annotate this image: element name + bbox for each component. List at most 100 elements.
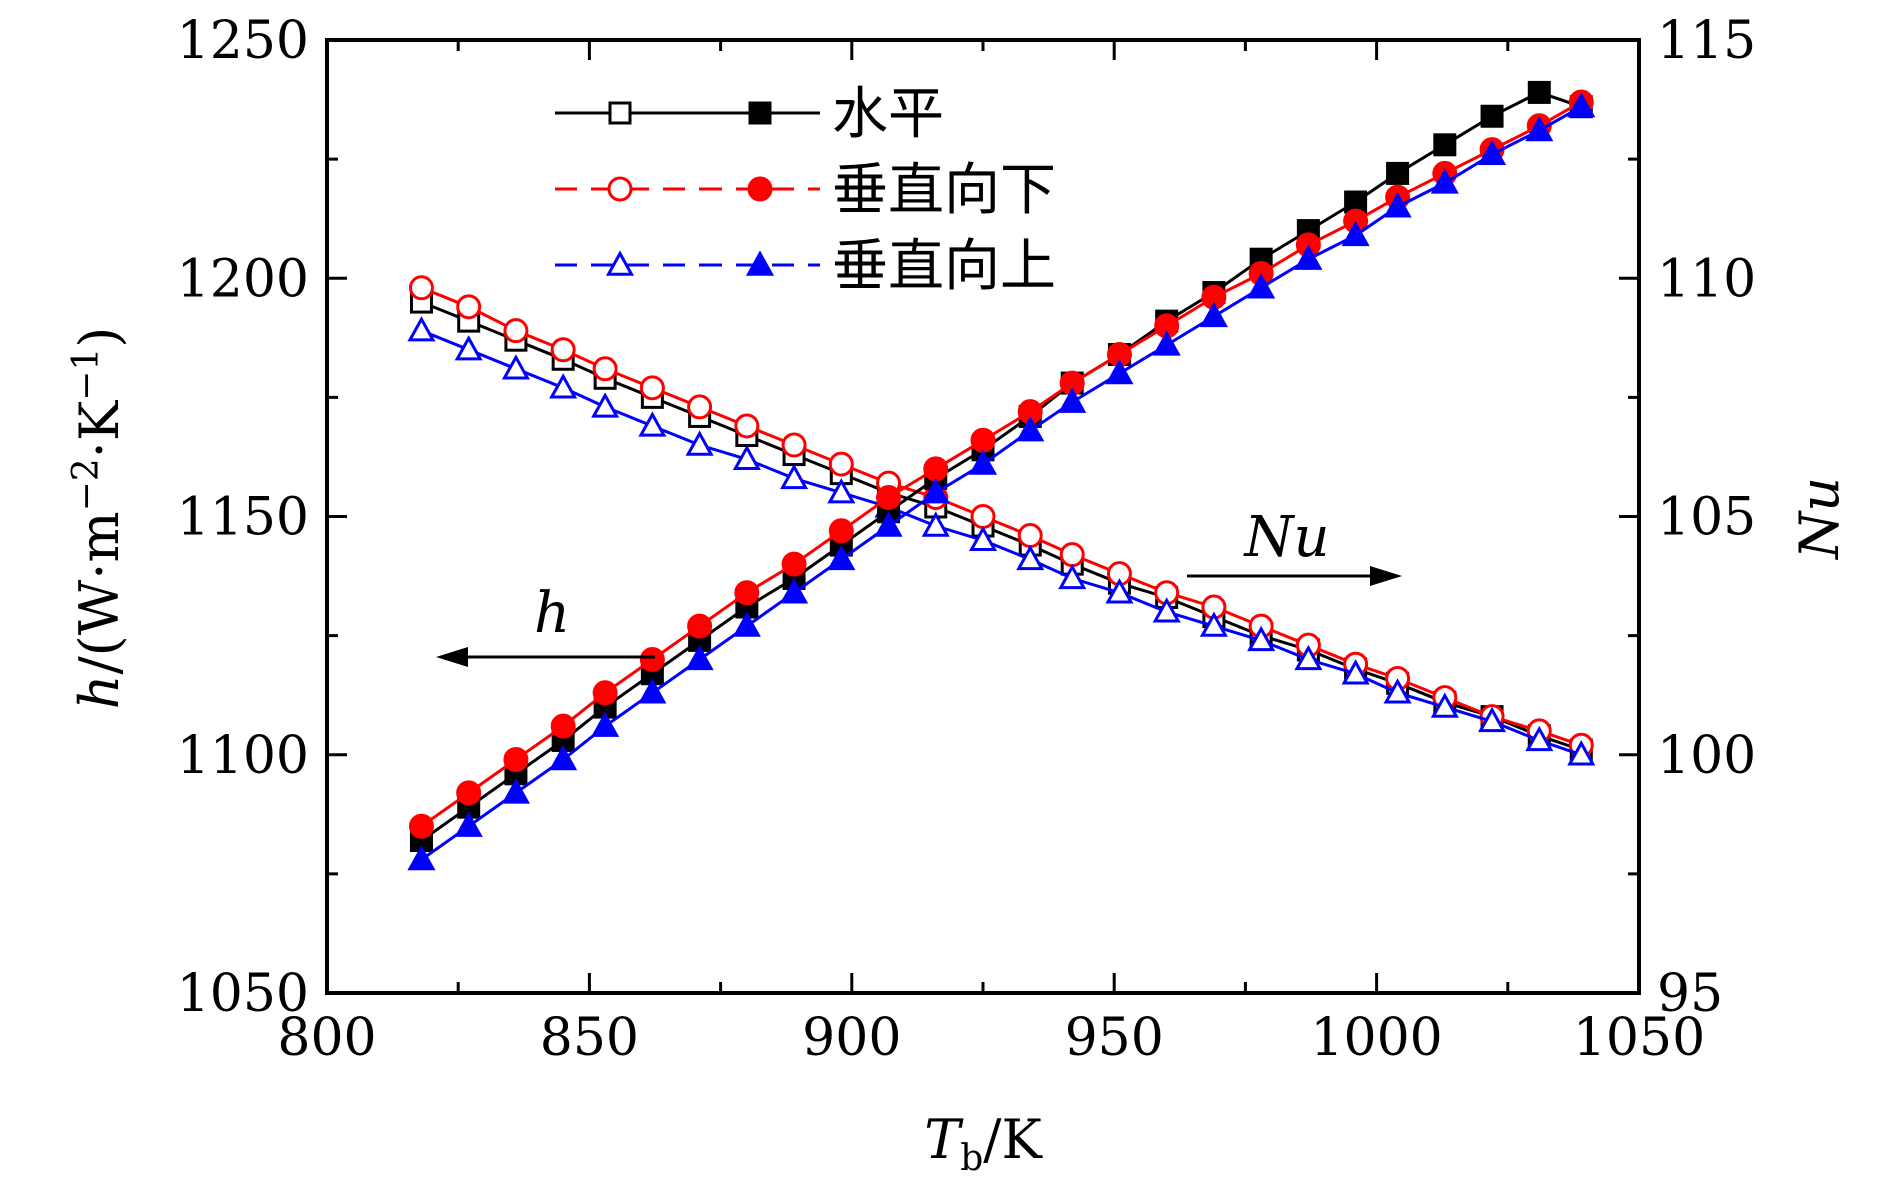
- data-point-nu-triangle-filled: [1341, 220, 1370, 247]
- data-point-h-circle-open: [550, 337, 576, 363]
- data-point-h-triangle-open: [1430, 692, 1459, 718]
- legend-marker-filled: [745, 250, 775, 276]
- y-left-label-pre: /(W·m: [68, 511, 131, 674]
- legend-marker-open: [608, 101, 632, 125]
- data-point-h-circle-open: [734, 413, 760, 439]
- data-point-nu-circle-filled: [687, 613, 713, 639]
- x-tick-label: 1050: [1573, 1008, 1705, 1068]
- data-point-nu-square-filled: [1433, 133, 1457, 157]
- series-nu-triangle-filled: [407, 92, 1596, 871]
- h-annotation-label: h: [534, 581, 570, 646]
- y-right-tick-label: 95: [1657, 964, 1723, 1024]
- legend-marker-filled: [747, 176, 773, 202]
- y-left-tick-label: 1250: [177, 11, 309, 71]
- data-point-nu-triangle-filled: [732, 611, 761, 637]
- y-left-label-mid: ·K: [68, 399, 131, 458]
- data-point-nu-triangle-filled: [454, 811, 483, 837]
- data-point-h-triangle-open: [1058, 563, 1087, 590]
- data-point-h-circle-open: [970, 504, 996, 529]
- data-point-nu-triangle-filled: [1058, 387, 1087, 413]
- x-tick-label: 900: [802, 1008, 901, 1068]
- data-point-h-circle-open: [1017, 523, 1043, 549]
- data-point-nu-triangle-filled: [591, 711, 620, 737]
- legend-marker-filled: [748, 101, 772, 125]
- legend-entry: 水平: [555, 82, 944, 147]
- y-left-tick-label: 1200: [177, 249, 309, 309]
- data-point-h-triangle-open: [780, 463, 809, 490]
- y-right-tick-label: 110: [1657, 249, 1756, 309]
- data-point-nu-circle-filled: [550, 713, 576, 739]
- legend-label: 水平: [832, 82, 944, 147]
- data-point-nu-triangle-filled: [1247, 273, 1276, 299]
- x-tick-label: 800: [277, 1008, 376, 1068]
- y-axis-left-label: h/(W·m−2·K−1): [66, 327, 131, 710]
- data-point-h-triangle-open: [1016, 544, 1045, 571]
- data-point-nu-triangle-filled: [407, 844, 436, 871]
- x-tick-label: 850: [540, 1008, 639, 1068]
- y-right-tick-label: 100: [1657, 726, 1756, 786]
- y-left-tick-label: 1050: [177, 964, 309, 1024]
- data-point-h-circle-open: [592, 356, 618, 382]
- data-point-nu-triangle-filled: [1478, 139, 1507, 166]
- x-tick-label: 950: [1065, 1008, 1164, 1068]
- data-point-nu-circle-filled: [734, 580, 760, 606]
- data-point-h-circle-open: [1059, 542, 1085, 568]
- data-point-h-triangle-open: [549, 373, 578, 399]
- legend-entry: 垂直向上: [555, 234, 1056, 299]
- data-point-nu-triangle-filled: [638, 678, 667, 704]
- legend-label: 垂直向上: [832, 234, 1056, 299]
- data-point-nu-circle-filled: [781, 551, 807, 577]
- data-point-h-triangle-open: [1567, 740, 1596, 766]
- data-point-nu-triangle-filled: [827, 544, 856, 571]
- x-axis-label: Tb/K: [924, 1108, 1043, 1179]
- data-point-h-triangle-open: [501, 354, 530, 380]
- data-point-h-triangle-open: [638, 411, 667, 437]
- data-point-nu-triangle-filled: [968, 449, 998, 475]
- data-point-h-triangle-open: [1383, 678, 1412, 704]
- data-point-nu-triangle-filled: [1430, 168, 1459, 194]
- data-point-nu-circle-filled: [503, 747, 529, 773]
- data-point-nu-circle-filled: [970, 427, 996, 453]
- data-point-nu-square-filled: [1527, 80, 1551, 104]
- y-left-tick-label: 1100: [177, 726, 309, 786]
- y-left-tick-label: 1150: [177, 488, 309, 548]
- y-left-label-post: ): [68, 327, 131, 348]
- legend-label: 垂直向下: [832, 158, 1056, 223]
- y-left-label-exp1: −2: [66, 458, 107, 511]
- axis-ticks: [325, 38, 1641, 995]
- series-h-circle-open: [408, 275, 1594, 758]
- data-point-nu-triangle-filled: [1567, 92, 1596, 118]
- legend-marker-open: [605, 250, 635, 276]
- x-axis-label-main: T: [924, 1108, 964, 1171]
- data-point-nu-triangle-filled: [921, 478, 950, 504]
- y-right-tick-label: 105: [1657, 488, 1756, 548]
- h-arrow-head: [436, 647, 468, 667]
- data-point-nu-triangle-filled: [1383, 192, 1412, 218]
- nu-annotation-label: Nu: [1242, 505, 1329, 570]
- data-point-h-triangle-open: [827, 478, 856, 504]
- data-point-nu-triangle-filled: [1105, 358, 1134, 385]
- data-point-h-triangle-open: [1105, 578, 1134, 604]
- data-point-h-triangle-open: [1341, 659, 1370, 685]
- data-point-nu-circle-filled: [876, 484, 902, 510]
- series-layer: [407, 80, 1596, 871]
- data-point-h-triangle-open: [1199, 611, 1228, 637]
- y-left-label-exp2: −1: [66, 348, 107, 401]
- data-point-nu-triangle-filled: [1294, 244, 1323, 270]
- data-point-h-triangle-open: [921, 511, 950, 537]
- data-point-h-triangle-open: [591, 392, 620, 418]
- y-axis-right-label: Nu: [1788, 477, 1851, 561]
- data-point-nu-circle-filled: [456, 780, 482, 806]
- series-h-triangle-open: [407, 316, 1596, 766]
- nu-arrow-head: [1370, 566, 1402, 586]
- data-point-h-triangle-open: [732, 444, 761, 471]
- data-point-nu-circle-filled: [828, 518, 854, 544]
- y-right-tick-label: 115: [1657, 11, 1756, 71]
- data-point-h-circle-open: [408, 275, 434, 301]
- data-point-nu-circle-filled: [639, 646, 665, 672]
- data-point-nu-triangle-filled: [1016, 416, 1045, 442]
- data-point-h-triangle-open: [685, 430, 714, 456]
- data-point-nu-triangle-filled: [1525, 115, 1554, 142]
